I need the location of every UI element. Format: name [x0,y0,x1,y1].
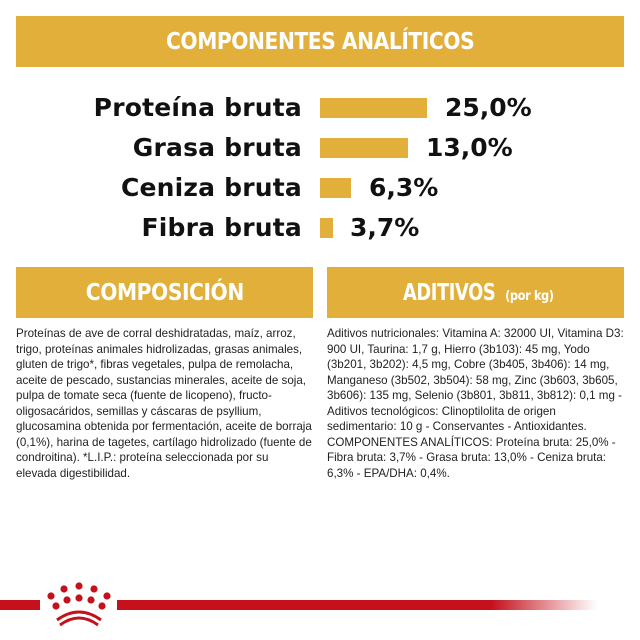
chart-bar [320,98,427,118]
chart-row-value: 6,3% [369,173,439,202]
chart-row-protein: Proteína bruta 25,0% [0,88,640,128]
additives-text: Aditivos nutricionales: Vitamina A: 3200… [327,327,624,480]
composition-title: COMPOSICIÓN [85,279,244,306]
chart-row-fat: Grasa bruta 13,0% [0,128,640,168]
chart-row-label: Grasa bruta [132,133,302,162]
analytical-components-chart: Proteína bruta 25,0% Grasa bruta 13,0% C… [0,0,640,260]
brand-line-right [117,600,597,610]
additives-title: ADITIVOS [403,279,496,306]
chart-row-ash: Ceniza bruta 6,3% [0,168,640,208]
chart-row-fiber: Fibra bruta 3,7% [0,208,640,248]
additives-title-suffix: (por kg) [505,288,555,304]
analytical-components-header: COMPONENTES ANALÍTICOS [16,16,624,67]
chart-row-label: Proteína bruta [93,93,302,122]
royal-canin-crown-icon [47,582,111,627]
footer [0,580,640,630]
chart-bar [320,218,333,238]
chart-row-value: 13,0% [426,133,513,162]
chart-bar [320,138,408,158]
chart-row-label: Fibra bruta [141,213,302,242]
analytical-components-title: COMPONENTES ANALÍTICOS [165,28,475,55]
composition-text: Proteínas de ave de corral deshidratadas… [16,327,312,480]
chart-row-label: Ceniza bruta [120,173,302,202]
brand-line-left [0,600,40,610]
composition-header: COMPOSICIÓN [16,267,313,318]
chart-row-value: 25,0% [445,93,532,122]
chart-bar [320,178,351,198]
chart-row-value: 3,7% [350,213,420,242]
additives-header: ADITIVOS (por kg) [327,267,624,318]
